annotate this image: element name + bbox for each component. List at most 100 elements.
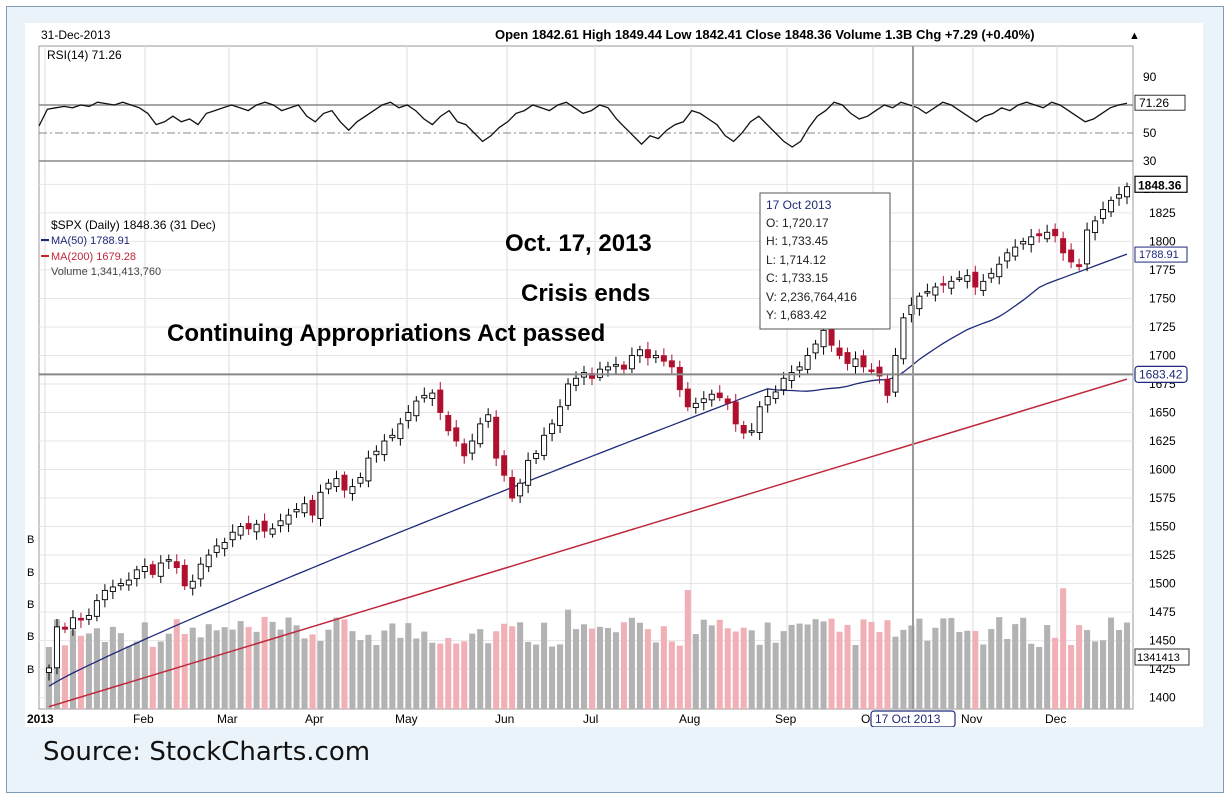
candle-body xyxy=(644,349,651,359)
volume-bar xyxy=(301,638,308,709)
volume-bar xyxy=(549,646,556,709)
volume-bar xyxy=(245,626,252,709)
candle-body xyxy=(373,450,380,456)
volume-bar xyxy=(317,640,324,709)
volume-bar xyxy=(884,620,891,709)
candle-body xyxy=(996,263,1003,278)
candle-body xyxy=(277,520,284,527)
candle-body xyxy=(77,617,84,621)
candle-body xyxy=(1100,209,1107,219)
candle-body xyxy=(309,499,316,516)
x-tick-label: Aug xyxy=(679,712,700,726)
y-tick-label: 1400 xyxy=(1149,691,1176,705)
candle-body xyxy=(1036,233,1043,237)
candle-body xyxy=(1020,240,1027,245)
candle-body xyxy=(828,327,835,346)
rsi-tick-label: 90 xyxy=(1143,70,1157,84)
header-date: 31-Dec-2013 xyxy=(41,28,111,42)
y-tick-label: 1500 xyxy=(1149,577,1176,591)
volume-bar xyxy=(948,617,955,709)
volume-bar xyxy=(684,589,691,709)
volume-bar xyxy=(820,621,827,709)
candle-body xyxy=(557,406,564,426)
volume-bar xyxy=(357,640,364,709)
candle-body xyxy=(453,427,460,442)
volume-bar xyxy=(700,619,707,709)
volume-bar xyxy=(716,619,723,709)
candle-body xyxy=(429,392,436,399)
volume-bar xyxy=(980,644,987,709)
annotation-crisis-ends: Crisis ends xyxy=(521,280,650,307)
y-tick-label: 1550 xyxy=(1149,520,1176,534)
volume-bar xyxy=(780,631,787,709)
x-tick-label: Sep xyxy=(775,712,797,726)
candle-body xyxy=(636,349,643,357)
volume-bar xyxy=(141,622,148,709)
volume-bar xyxy=(1115,629,1123,709)
volume-bar xyxy=(1084,629,1091,709)
rsi-panel: 9050301071.26 xyxy=(38,70,1186,196)
candle-body xyxy=(852,358,859,367)
volume-bar xyxy=(612,632,619,709)
collapse-arrow-icon[interactable]: ▲ xyxy=(1129,30,1140,42)
candle-body xyxy=(405,412,412,422)
volume-bar xyxy=(125,646,132,709)
volume-bar xyxy=(996,617,1003,709)
rsi-current-box xyxy=(1134,94,1186,111)
candle-body xyxy=(485,414,492,422)
candle-body xyxy=(245,523,252,530)
candle-body xyxy=(413,400,420,417)
volume-bar xyxy=(277,629,284,709)
volume-bar xyxy=(109,626,116,709)
volume-bar xyxy=(397,637,404,709)
y-tick-label: 1575 xyxy=(1149,491,1176,505)
candle-body xyxy=(1052,228,1059,237)
volume-bar xyxy=(365,634,372,709)
candle-body xyxy=(764,396,771,406)
volume-bar xyxy=(812,619,819,709)
candle-body xyxy=(573,377,580,386)
volume-bar xyxy=(325,629,332,709)
rsi-label: RSI(14) 71.26 xyxy=(47,48,122,62)
y-tick-label: 1800 xyxy=(1149,234,1176,248)
volume-bar xyxy=(181,633,188,709)
candle-body xyxy=(469,440,476,454)
volume-bar xyxy=(453,643,460,709)
y-tick-label: 1625 xyxy=(1149,434,1176,448)
volume-bar xyxy=(772,642,779,709)
candle-body xyxy=(964,275,971,282)
candle-body xyxy=(181,564,188,587)
volume-bar xyxy=(389,623,396,709)
candle-body xyxy=(333,478,340,488)
volume-bar xyxy=(373,645,380,709)
volume-bar xyxy=(565,609,572,709)
volume-bar xyxy=(708,625,715,709)
tooltip-open: O: 1,720.17 xyxy=(766,216,829,230)
x-tick-label: Mar xyxy=(217,712,238,726)
candle-body xyxy=(213,545,220,553)
candle-body xyxy=(341,474,348,491)
volume-bar xyxy=(445,637,452,709)
candle-body xyxy=(660,355,667,362)
candle-body xyxy=(445,415,452,432)
volume-bar xyxy=(628,617,635,709)
candle-body xyxy=(565,383,572,406)
candle-body xyxy=(884,378,891,396)
candle-body xyxy=(620,364,627,370)
candle-body xyxy=(85,615,92,620)
candle-body xyxy=(676,366,683,391)
rsi-tick-label: 50 xyxy=(1143,126,1157,140)
volume-bar xyxy=(229,629,236,709)
volume-bar xyxy=(924,640,931,709)
volume-legend: Volume 1,341,413,760 xyxy=(51,266,161,278)
candle-body xyxy=(612,364,619,367)
rsi-tick-label: 30 xyxy=(1143,154,1157,168)
y-tick-label: 1450 xyxy=(1149,634,1176,648)
candle-body xyxy=(269,528,276,535)
volume-bar xyxy=(197,637,204,709)
stock-chart: 31-Dec-2013 Open 1842.61 High 1849.44 Lo… xyxy=(25,23,1203,727)
candle-body xyxy=(45,667,52,673)
candle-body xyxy=(988,272,995,279)
volume-bar xyxy=(485,643,492,709)
volume-bar xyxy=(756,644,763,709)
